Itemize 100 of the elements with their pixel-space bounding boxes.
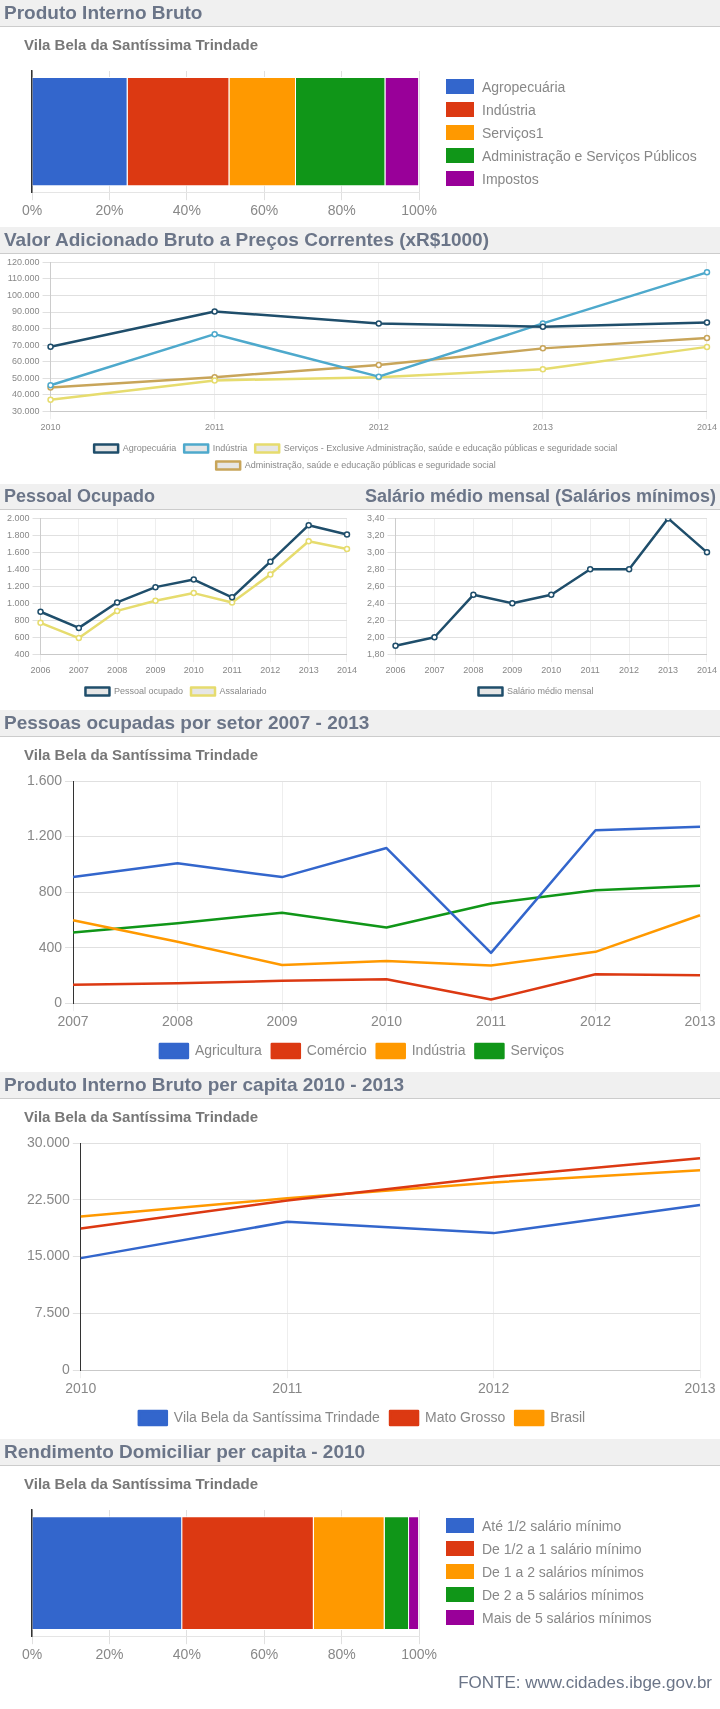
x-tick-label: 20% bbox=[95, 1646, 124, 1663]
y-tick-label: 60.000 bbox=[12, 356, 40, 367]
y-tick-label: 110.000 bbox=[7, 273, 40, 284]
y-tick-label: 400 bbox=[38, 938, 63, 955]
y-tick-label: 2,60 bbox=[366, 580, 385, 591]
legend-label: Administração, saúde e educação públicas e seguridade social bbox=[244, 459, 496, 470]
y-tick-label: 2,40 bbox=[366, 597, 385, 608]
y-tick-label: 30.000 bbox=[26, 1133, 71, 1150]
source-note: FONTE: www.cidades.ibge.gov.br bbox=[457, 1672, 713, 1694]
legend-label: Agropecuária bbox=[482, 78, 566, 95]
chart-title: Pessoal Ocupado bbox=[0, 484, 360, 510]
legend-label: Serviços1 bbox=[482, 124, 544, 141]
x-tick-label: 2013 bbox=[298, 665, 319, 676]
x-tick-label: 100% bbox=[401, 1646, 437, 1663]
y-tick-label: 40.000 bbox=[12, 389, 40, 400]
chart-title: Pessoas ocupadas por setor 2007 - 2013 bbox=[0, 710, 720, 737]
x-tick-label: 40% bbox=[172, 1646, 201, 1663]
legend-label: Assalariado bbox=[219, 685, 267, 696]
x-tick-label: 2007 bbox=[424, 665, 445, 676]
chart-title: Produto Interno Bruto bbox=[0, 0, 720, 27]
chart-subtitle: Vila Bela da Santíssima Trindade bbox=[24, 1475, 258, 1493]
x-tick-label: 0% bbox=[21, 202, 43, 219]
x-tick-label: 2011 bbox=[204, 422, 225, 433]
legend-label: Mais de 5 salários mínimos bbox=[482, 1609, 652, 1626]
x-tick-label: 2014 bbox=[696, 422, 717, 433]
x-tick-label: 80% bbox=[327, 202, 356, 219]
x-tick-label: 2007 bbox=[68, 665, 89, 676]
y-tick-label: 1.000 bbox=[6, 597, 30, 608]
y-tick-label: 800 bbox=[14, 614, 30, 625]
y-tick-label: 50.000 bbox=[12, 372, 40, 383]
y-tick-label: 30.000 bbox=[12, 405, 40, 416]
legend-label: Impostos bbox=[482, 170, 539, 187]
y-tick-label: 1,80 bbox=[366, 648, 385, 659]
x-tick-label: 2008 bbox=[161, 1013, 194, 1030]
legend-label: Serviços bbox=[510, 1041, 565, 1058]
legend-label: Salário médio mensal bbox=[506, 685, 594, 696]
x-tick-label: 2010 bbox=[65, 1380, 97, 1397]
legend-label: De 2 a 5 salários mínimos bbox=[482, 1586, 644, 1603]
legend-label: Serviços - Exclusive Administração, saúde e educação públicas e seguridade social bbox=[283, 442, 618, 453]
y-tick-label: 2,20 bbox=[366, 614, 385, 625]
x-tick-label: 2009 bbox=[502, 665, 523, 676]
y-tick-label: 1.600 bbox=[26, 771, 63, 788]
x-tick-label: 2010 bbox=[183, 665, 204, 676]
legend-label: Comércio bbox=[306, 1041, 367, 1058]
y-tick-label: 80.000 bbox=[12, 323, 40, 334]
x-tick-label: 2010 bbox=[370, 1013, 403, 1030]
y-tick-label: 70.000 bbox=[12, 339, 40, 350]
y-tick-label: 3,00 bbox=[366, 546, 385, 557]
x-tick-label: 20% bbox=[95, 202, 124, 219]
x-tick-label: 2013 bbox=[532, 422, 553, 433]
legend-label: Até 1/2 salário mínimo bbox=[482, 1517, 622, 1534]
legend-label: Indústria bbox=[411, 1041, 466, 1058]
legend-label: Indústria bbox=[212, 442, 248, 453]
chart-title: Produto Interno Bruto per capita 2010 - 2013 bbox=[0, 1072, 720, 1099]
x-tick-label: 2012 bbox=[260, 665, 281, 676]
legend-label: Brasil bbox=[550, 1408, 586, 1425]
y-tick-label: 1.600 bbox=[6, 546, 30, 557]
y-tick-label: 100.000 bbox=[6, 289, 40, 300]
y-tick-label: 1.200 bbox=[6, 580, 30, 591]
x-tick-label: 80% bbox=[327, 1646, 356, 1663]
y-tick-label: 90.000 bbox=[12, 306, 40, 317]
legend-label: De 1 a 2 salários mínimos bbox=[482, 1563, 644, 1580]
x-tick-label: 2014 bbox=[336, 665, 357, 676]
y-tick-label: 400 bbox=[14, 648, 30, 659]
x-tick-label: 2008 bbox=[463, 665, 484, 676]
y-tick-label: 0 bbox=[54, 994, 63, 1011]
chart-subtitle: Vila Bela da Santíssima Trindade bbox=[24, 1108, 258, 1126]
y-tick-label: 2,00 bbox=[366, 631, 385, 642]
chart-subtitle: Vila Bela da Santíssima Trindade bbox=[24, 746, 258, 764]
y-tick-label: 800 bbox=[38, 882, 63, 899]
legend-label: Pessoal ocupado bbox=[113, 685, 184, 696]
y-tick-label: 3,20 bbox=[366, 529, 385, 540]
y-tick-label: 120.000 bbox=[6, 256, 40, 267]
y-tick-label: 2.000 bbox=[6, 512, 30, 523]
x-tick-label: 2007 bbox=[57, 1013, 89, 1030]
x-tick-label: 2012 bbox=[619, 665, 640, 676]
x-tick-label: 60% bbox=[250, 202, 279, 219]
x-tick-label: 2006 bbox=[30, 665, 51, 676]
y-tick-label: 1.400 bbox=[6, 563, 30, 574]
x-tick-label: 2009 bbox=[266, 1013, 298, 1030]
y-tick-label: 2,80 bbox=[366, 563, 385, 574]
y-tick-label: 1.200 bbox=[26, 827, 63, 844]
x-tick-label: 2011 bbox=[580, 665, 600, 676]
x-tick-label: 2013 bbox=[684, 1380, 716, 1397]
x-tick-label: 2006 bbox=[385, 665, 406, 676]
y-tick-label: 15.000 bbox=[26, 1247, 71, 1264]
x-tick-label: 2011 bbox=[475, 1013, 507, 1030]
chart-title: Salário médio mensal (Salários mínimos) bbox=[360, 484, 720, 510]
chart-title: Valor Adicionado Bruto a Preços Correntes (xR$1000) bbox=[0, 227, 720, 254]
y-tick-label: 22.500 bbox=[26, 1190, 71, 1207]
x-tick-label: 2012 bbox=[579, 1013, 612, 1030]
x-tick-label: 2012 bbox=[368, 422, 389, 433]
legend-label: De 1/2 a 1 salário mínimo bbox=[482, 1540, 642, 1557]
y-tick-label: 3,40 bbox=[366, 512, 385, 523]
legend-label: Indústria bbox=[482, 101, 536, 118]
x-tick-label: 2008 bbox=[107, 665, 128, 676]
x-tick-label: 2014 bbox=[696, 665, 717, 676]
x-tick-label: 2013 bbox=[684, 1013, 716, 1030]
legend-label: Vila Bela da Santíssima Trindade bbox=[173, 1408, 380, 1425]
x-tick-label: 60% bbox=[250, 1646, 279, 1663]
